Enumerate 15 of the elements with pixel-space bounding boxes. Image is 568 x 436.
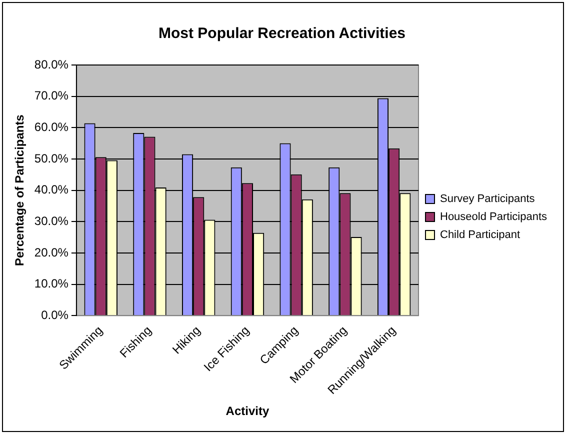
chart-title: Most Popular Recreation Activities [158, 25, 406, 42]
y-tick-label: 80.0% [34, 57, 69, 72]
x-axis-title: Activity [226, 404, 270, 418]
y-tick-label: 60.0% [34, 120, 69, 134]
y-tick-label: 50.0% [34, 151, 69, 166]
y-tick-label: 20.0% [34, 245, 69, 260]
legend-label: Survey Participants [440, 193, 536, 206]
y-tick-label: 30.0% [34, 214, 69, 228]
y-tick-label: 10.0% [34, 276, 69, 291]
y-axis-title: Percentage of Participants [12, 114, 27, 266]
y-tick-label: 70.0% [34, 88, 69, 103]
y-tick-label: 40.0% [34, 182, 69, 197]
y-tick-label: 0.0% [41, 308, 69, 322]
legend-label: Houseold Participants [440, 211, 548, 224]
legend-label: Child Participant [440, 229, 520, 242]
